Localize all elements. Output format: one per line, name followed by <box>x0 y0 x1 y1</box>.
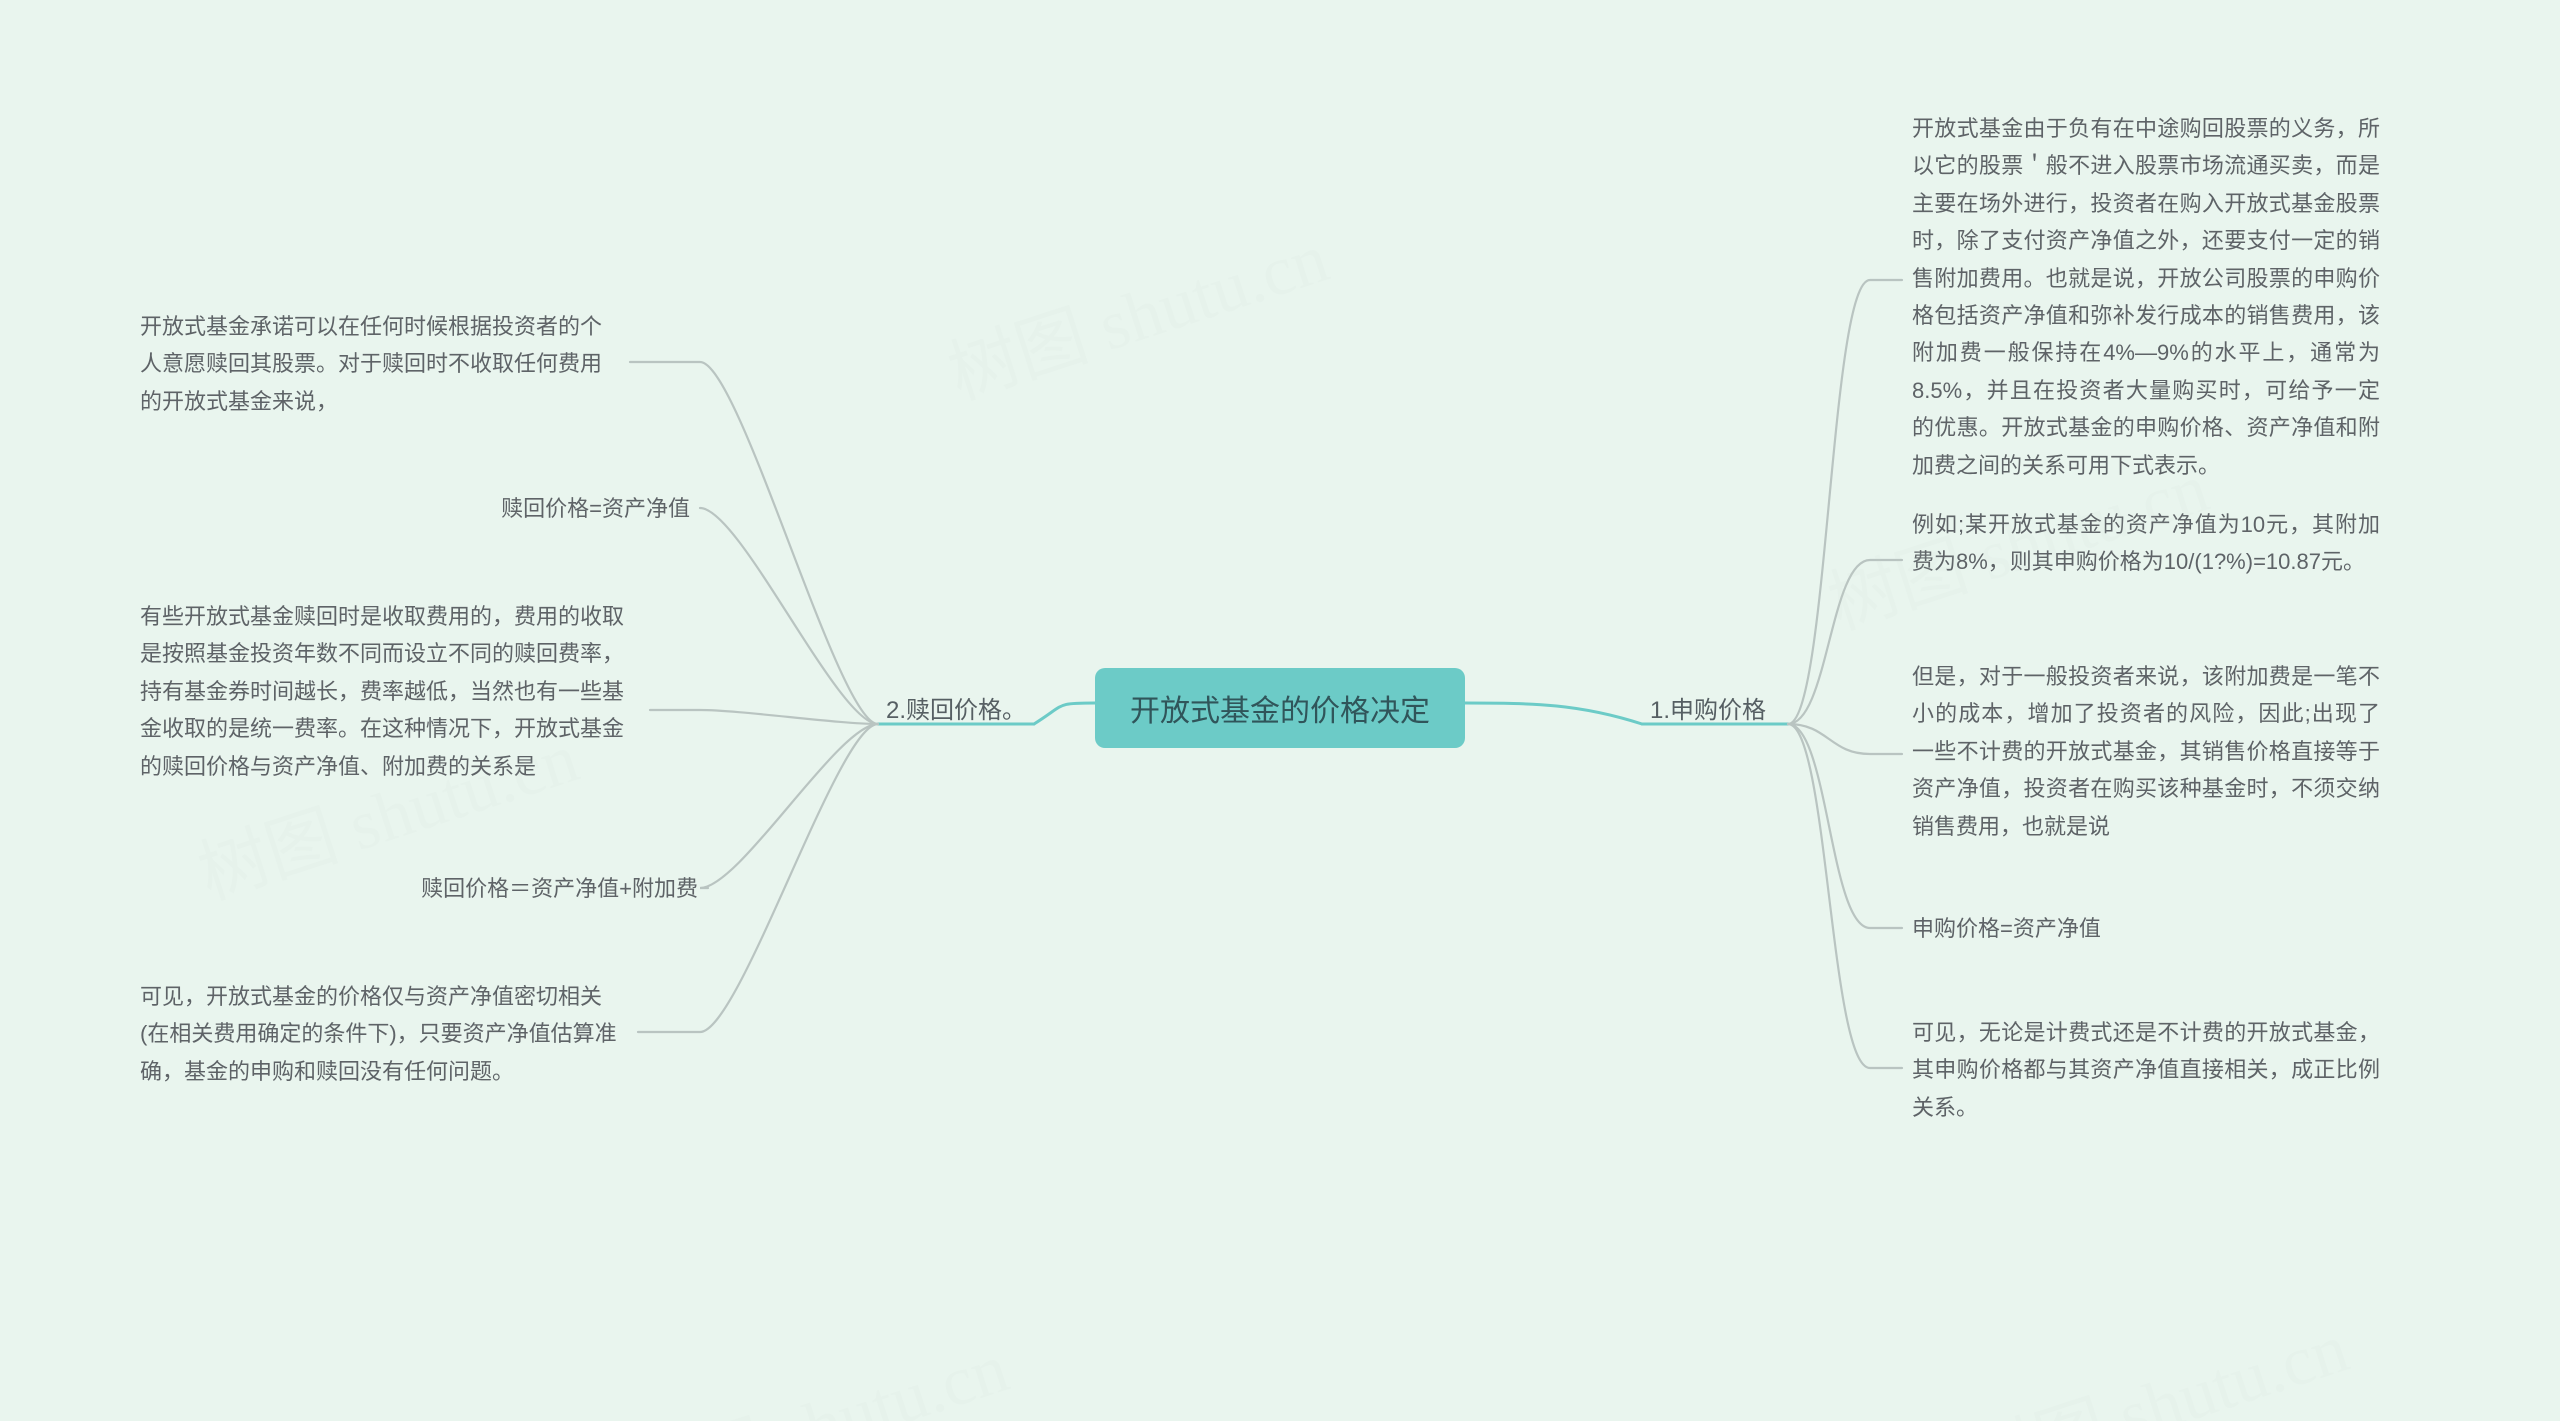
leaf-left-1: 赎回价格=资产净值 <box>430 490 690 527</box>
leaf-right-1: 例如;某开放式基金的资产净值为10元，其附加费为8%，则其申购价格为10/(1?… <box>1912 506 2380 581</box>
watermark: 树图 shutu.cn <box>934 202 1339 419</box>
leaf-left-4: 可见，开放式基金的价格仅与资产净值密切相关(在相关费用确定的条件下)，只要资产净… <box>140 978 628 1090</box>
leaf-right-3: 申购价格=资产净值 <box>1912 910 2212 947</box>
leaf-left-0: 开放式基金承诺可以在任何时候根据投资者的个人意愿赎回其股票。对于赎回时不收取任何… <box>140 308 620 420</box>
watermark: 树图 shutu.cn <box>614 1312 1019 1421</box>
leaf-right-4: 可见，无论是计费式还是不计费的开放式基金，其申购价格都与其资产净值直接相关，成正… <box>1912 1014 2380 1126</box>
root-node: 开放式基金的价格决定 <box>1095 668 1465 748</box>
watermark: 树图 shutu.cn <box>1954 1292 2359 1421</box>
mindmap-canvas: 开放式基金的价格决定 1.申购价格 2.赎回价格。 开放式基金由于负有在中途购回… <box>0 0 2560 1421</box>
leaf-left-2: 有些开放式基金赎回时是收取费用的，费用的收取是按照基金投资年数不同而设立不同的赎… <box>140 598 640 785</box>
leaf-right-0: 开放式基金由于负有在中途购回股票的义务，所以它的股票＇般不进入股票市场流通买卖，… <box>1912 110 2380 484</box>
branch-right-label: 1.申购价格 <box>1650 690 1766 725</box>
leaf-left-3: 赎回价格＝资产净值+附加费 <box>378 870 698 907</box>
branch-left-label: 2.赎回价格。 <box>886 690 1026 725</box>
leaf-right-2: 但是，对于一般投资者来说，该附加费是一笔不小的成本，增加了投资者的风险，因此;出… <box>1912 658 2380 845</box>
